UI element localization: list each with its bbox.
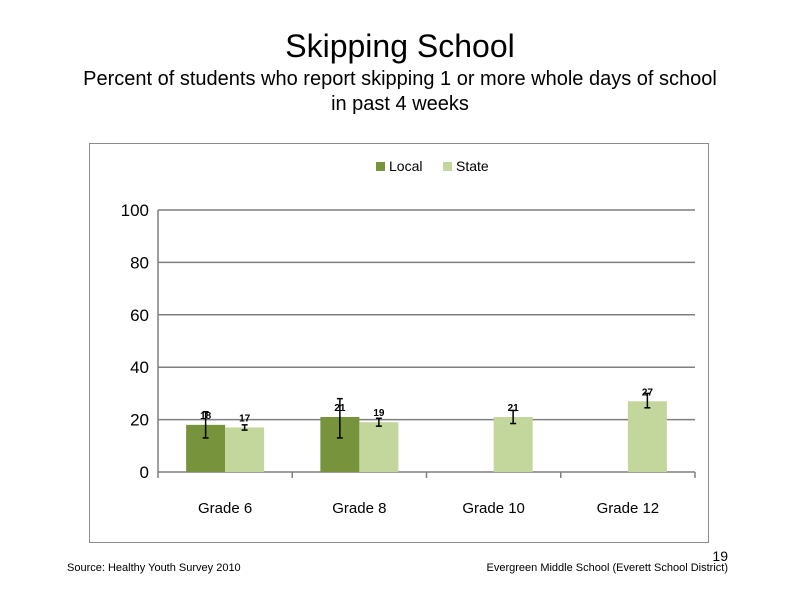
data-label: 17 [239, 413, 251, 424]
y-tick-label: 60 [130, 306, 149, 325]
x-tick-label: Grade 12 [597, 500, 660, 517]
y-tick-label: 40 [130, 358, 149, 377]
data-label: 21 [508, 403, 520, 414]
legend-swatch [443, 162, 452, 171]
bar-state [627, 401, 667, 472]
source-note: Source: Healthy Youth Survey 2010 [67, 562, 241, 574]
data-label: 19 [373, 408, 385, 419]
chart-subtitle: Percent of students who report skipping … [83, 68, 717, 115]
bar-state [225, 427, 265, 472]
school-name: Evergreen Middle School (Everett School … [486, 562, 728, 574]
y-tick-label: 100 [121, 201, 149, 220]
legend-swatch [376, 162, 385, 171]
y-tick-label: 0 [140, 463, 149, 482]
legend-label: Local [389, 158, 422, 174]
x-tick-label: Grade 6 [198, 500, 252, 517]
data-label: 27 [642, 387, 654, 398]
x-tick-label: Grade 10 [462, 500, 525, 517]
y-tick-label: 20 [130, 411, 149, 430]
page-number: 19 [712, 548, 728, 564]
data-label: 18 [200, 411, 212, 422]
y-tick-label: 80 [130, 253, 149, 272]
x-tick-label: Grade 8 [332, 500, 386, 517]
chart-frame [89, 143, 709, 543]
data-label: 21 [334, 403, 346, 414]
bar-state [493, 416, 533, 472]
legend-label: State [456, 158, 489, 174]
bar-state [359, 422, 399, 472]
slide-title: Skipping School [285, 28, 515, 64]
